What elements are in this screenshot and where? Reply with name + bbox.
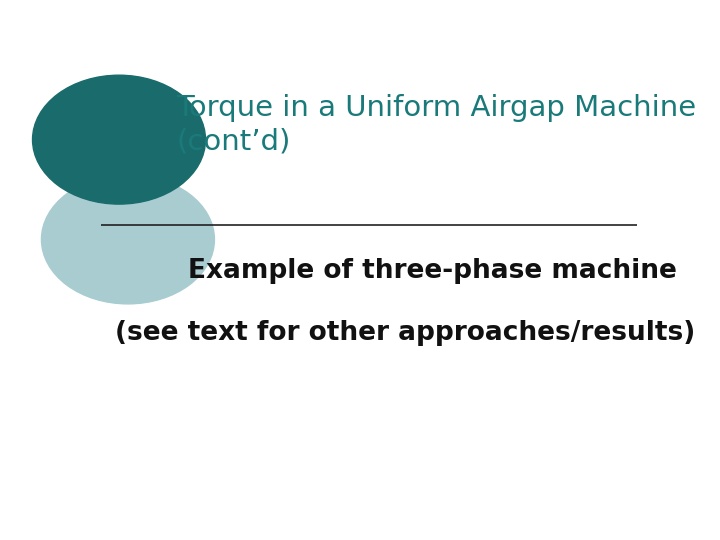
- Circle shape: [32, 75, 205, 204]
- Circle shape: [42, 175, 215, 304]
- Text: (see text for other approaches/results): (see text for other approaches/results): [115, 320, 696, 346]
- Text: Torque in a Uniform Airgap Machine
(cont’d): Torque in a Uniform Airgap Machine (cont…: [176, 94, 697, 156]
- Text: Example of three-phase machine: Example of three-phase machine: [188, 258, 677, 284]
